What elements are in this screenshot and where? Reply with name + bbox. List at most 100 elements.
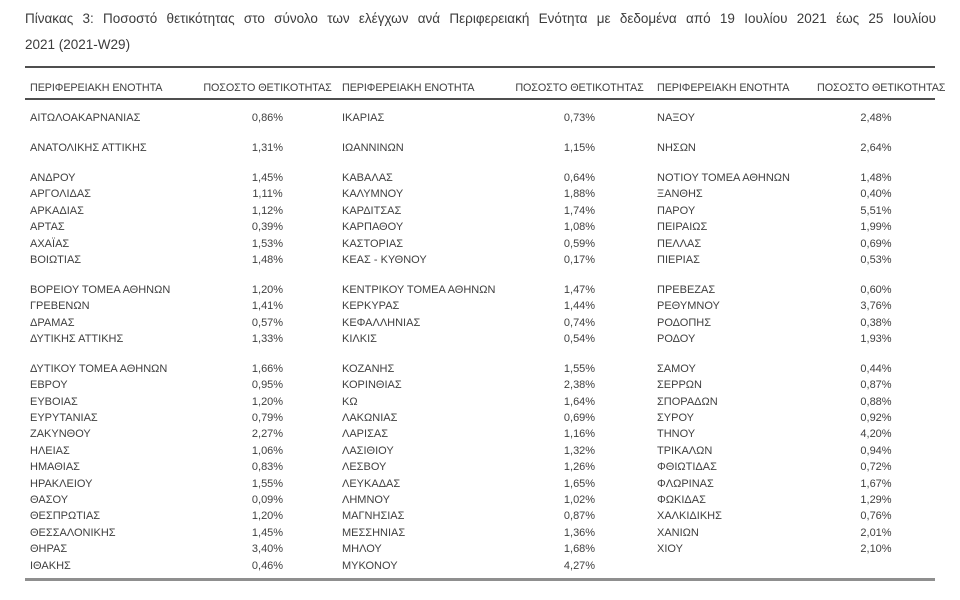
region-cell: ΦΛΩΡΙΝΑΣ	[657, 477, 714, 490]
header-rate-1: ΠΟΣΟΣΤΟ ΘΕΤΙΚΟΤΗΤΑΣ	[203, 82, 332, 94]
region-cell: ΧΑΛΚΙΔΙΚΗΣ	[657, 510, 722, 523]
rate-cell: 0,69%	[563, 412, 596, 425]
rate-cell: 1,65%	[563, 477, 596, 490]
table-row: ΕΒΡΟΥ 0,95% ΚΟΡΙΝΘΙΑΣ 2,38% ΣΕΡΡΩΝ 0,87%	[25, 377, 935, 393]
region-cell: ΚΑΡΠΑΘΟΥ	[342, 221, 404, 234]
rate-cell: 1,74%	[563, 204, 596, 217]
rate-cell: 0,57%	[251, 316, 284, 329]
rate-cell: 0,39%	[251, 221, 284, 234]
region-cell: ΑΡΤΑΣ	[30, 221, 65, 234]
rate-cell: 0,87%	[563, 510, 596, 523]
rate-cell: 1,64%	[563, 395, 596, 408]
region-cell: ΚΕΡΚΥΡΑΣ	[342, 300, 400, 313]
region-cell: ΚΕΦΑΛΛΗΝΙΑΣ	[342, 316, 421, 329]
table-row: ΔΡΑΜΑΣ 0,57% ΚΕΦΑΛΛΗΝΙΑΣ 0,74% ΡΟΔΟΠΗΣ 0,38%	[25, 314, 935, 330]
region-cell: ΘΕΣΠΡΩΤΙΑΣ	[30, 510, 101, 523]
table-row: ΓΡΕΒΕΝΩΝ 1,41% ΚΕΡΚΥΡΑΣ 1,44% ΡΕΘΥΜΝΟΥ 3,76%	[25, 298, 935, 314]
rate-cell: 1,48%	[860, 171, 892, 184]
rate-cell: 1,15%	[563, 142, 596, 155]
rate-cell: 1,20%	[251, 395, 284, 408]
region-cell: ΚΑΛΥΜΝΟΥ	[342, 188, 404, 201]
region-cell: ΤΗΝΟΥ	[657, 428, 696, 441]
rate-cell: 1,29%	[860, 494, 892, 506]
region-cell: ΚΟΡΙΝΘΙΑΣ	[342, 379, 402, 392]
region-cell: ΝΟΤΙΟΥ ΤΟΜΕΑ ΑΘΗΝΩΝ	[657, 171, 790, 184]
region-cell: ΔΥΤΙΚΗΣ ΑΤΤΙΚΗΣ	[30, 332, 124, 345]
rate-cell: 3,40%	[251, 543, 284, 556]
table-body: ΑΙΤΩΛΟΑΚΑΡΝΑΝΙΑΣ 0,86% ΙΚΑΡΙΑΣ 0,73% ΝΑΞΟΥ 2,…	[25, 100, 935, 581]
table-row: ΘΕΣΠΡΩΤΙΑΣ 1,20% ΜΑΓΝΗΣΙΑΣ 0,87% ΧΑΛΚΙΔΙΚΗΣ 0…	[25, 508, 935, 524]
region-cell: ΧΑΝΙΩΝ	[657, 526, 699, 539]
region-cell: ΑΝΑΤΟΛΙΚΗΣ ΑΤΤΙΚΗΣ	[30, 142, 147, 155]
region-cell: ΚΟΖΑΝΗΣ	[342, 362, 395, 375]
rate-cell: 3,76%	[860, 300, 892, 313]
region-cell: ΣΥΡΟΥ	[657, 412, 695, 425]
rate-cell: 2,01%	[860, 526, 892, 539]
region-cell: ΘΑΣΟΥ	[30, 494, 69, 506]
table-row: ΗΛΕΙΑΣ 1,06% ΛΑΣΙΘΙΟΥ 1,32% ΤΡΙΚΑΛΩΝ 0,94%	[25, 443, 935, 459]
region-cell: ΙΩΑΝΝΙΝΩΝ	[342, 142, 404, 155]
table-caption-line2: 2021 (2021-W29)	[25, 37, 131, 52]
rate-cell: 4,20%	[860, 428, 892, 441]
rate-cell: 0,69%	[860, 237, 892, 250]
header-rate-2: ΠΟΣΟΣΤΟ ΘΕΤΙΚΟΤΗΤΑΣ	[515, 82, 644, 94]
region-cell: ΦΩΚΙΔΑΣ	[657, 494, 706, 506]
rate-cell: 0,72%	[860, 461, 892, 474]
rate-cell: 2,38%	[563, 379, 596, 392]
table-row: ΒΟΙΩΤΙΑΣ 1,48% ΚΕΑΣ - ΚΥΘΝΟΥ 0,17% ΠΙΕΡΙΑΣ 0,…	[25, 252, 935, 268]
table-caption-line1: Πίνακας 3: Ποσοστό θετικότητας στο σύνολ…	[25, 11, 936, 26]
region-cell: ΛΑΚΩΝΙΑΣ	[342, 412, 398, 425]
rate-cell: 1,31%	[251, 142, 284, 155]
region-cell: ΦΘΙΩΤΙΔΑΣ	[657, 461, 717, 474]
table-row: ΑΡΓΟΛΙΔΑΣ 1,11% ΚΑΛΥΜΝΟΥ 1,88% ΞΑΝΘΗΣ 0,40%	[25, 186, 935, 202]
region-cell: ΚΕΝΤΡΙΚΟΥ ΤΟΜΕΑ ΑΘΗΝΩΝ	[342, 283, 496, 296]
region-cell: ΚΕΑΣ - ΚΥΘΝΟΥ	[342, 253, 427, 266]
region-cell: ΙΘΑΚΗΣ	[30, 559, 71, 572]
region-cell: ΒΟΙΩΤΙΑΣ	[30, 253, 82, 266]
rate-cell: 0,83%	[251, 461, 284, 474]
region-cell: ΔΥΤΙΚΟΥ ΤΟΜΕΑ ΑΘΗΝΩΝ	[30, 362, 168, 375]
rate-cell: 0,60%	[860, 283, 892, 296]
rate-cell: 0,54%	[563, 332, 596, 345]
rate-cell: 0,74%	[563, 316, 596, 329]
rate-cell: 0,94%	[860, 444, 892, 457]
region-cell: ΑΝΔΡΟΥ	[30, 171, 76, 184]
rate-cell: 1,55%	[251, 477, 284, 490]
region-cell: ΙΚΑΡΙΑΣ	[342, 112, 385, 125]
rate-cell: 0,44%	[860, 362, 892, 375]
region-cell: ΣΑΜΟΥ	[657, 362, 696, 375]
region-cell: ΠΕΙΡΑΙΩΣ	[657, 221, 708, 234]
header-region-2: ΠΕΡΙΦΕΡΕΙΑΚΗ ΕΝΟΤΗΤΑ	[342, 82, 475, 94]
region-cell: ΗΛΕΙΑΣ	[30, 444, 70, 457]
region-cell: ΓΡΕΒΕΝΩΝ	[30, 300, 90, 313]
rate-cell: 1,48%	[251, 253, 284, 266]
rate-cell: 1,06%	[251, 444, 284, 457]
rate-cell: 1,66%	[251, 362, 284, 375]
rate-cell: 0,64%	[563, 171, 596, 184]
rate-cell: 1,45%	[251, 526, 284, 539]
rate-cell: 1,11%	[252, 188, 283, 201]
table-row: ΔΥΤΙΚΟΥ ΤΟΜΕΑ ΑΘΗΝΩΝ 1,66% ΚΟΖΑΝΗΣ 1,55% ΣΑΜ…	[25, 361, 935, 377]
region-cell: ΛΕΥΚΑΔΑΣ	[342, 477, 401, 490]
region-cell: ΠΕΛΛΑΣ	[657, 237, 702, 250]
spacer-row	[25, 347, 935, 361]
rate-cell: 1,36%	[563, 526, 596, 539]
region-cell: ΔΡΑΜΑΣ	[30, 316, 75, 329]
rate-cell: 0,53%	[860, 253, 892, 266]
rate-cell: 0,76%	[860, 510, 892, 523]
spacer-row	[25, 268, 935, 282]
region-cell: ΠΑΡΟΥ	[657, 204, 696, 217]
region-cell: ΝΑΞΟΥ	[657, 112, 695, 125]
region-cell: ΚΑΡΔΙΤΣΑΣ	[342, 204, 402, 217]
region-cell: ΧΙΟΥ	[657, 543, 683, 556]
rate-cell: 0,86%	[251, 112, 284, 125]
rate-cell: 1,12%	[251, 204, 284, 217]
table-row: ΖΑΚΥΝΘΟΥ 2,27% ΛΑΡΙΣΑΣ 1,16% ΤΗΝΟΥ 4,20%	[25, 426, 935, 442]
rate-cell: 1,99%	[860, 221, 892, 234]
region-cell: ΖΑΚΥΝΘΟΥ	[30, 428, 91, 441]
region-cell: ΑΙΤΩΛΟΑΚΑΡΝΑΝΙΑΣ	[30, 112, 141, 125]
region-cell: ΚΑΒΑΛΑΣ	[342, 171, 393, 184]
rate-cell: 0,79%	[251, 412, 284, 425]
region-cell: ΜΑΓΝΗΣΙΑΣ	[342, 510, 405, 523]
